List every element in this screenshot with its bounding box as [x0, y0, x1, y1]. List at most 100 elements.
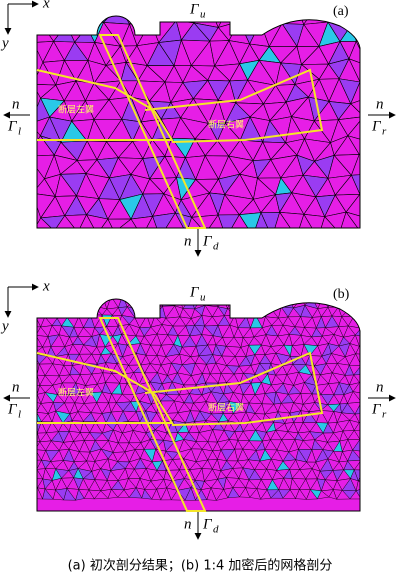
boundary-symbol: Γ — [202, 233, 213, 249]
mesh-cell — [136, 21, 160, 47]
mesh-cell — [358, 299, 360, 309]
mesh-cell — [61, 286, 75, 296]
mesh-cell — [374, 4, 394, 25]
mesh-cell — [152, 287, 163, 298]
mesh-cell — [37, 394, 42, 404]
mesh-cell — [49, 16, 77, 26]
mesh-cell — [37, 307, 46, 319]
mesh-cell — [224, 288, 232, 298]
mesh-cell — [169, 286, 178, 297]
mesh-cell — [369, 363, 381, 375]
mesh-cell — [368, 39, 390, 65]
mesh-cell — [185, 216, 207, 228]
mesh-cell — [359, 429, 360, 440]
mesh-cell — [52, 299, 65, 309]
mesh-cell — [367, 420, 376, 433]
mesh-cell — [359, 336, 360, 348]
mesh-cell — [371, 335, 381, 347]
mesh-cell — [355, 24, 360, 42]
mesh-cell — [268, 16, 298, 25]
mesh-cell — [37, 317, 42, 328]
mesh-cell — [238, 16, 261, 23]
mesh-cell — [369, 449, 381, 460]
mesh-cell — [395, 141, 400, 156]
mesh-cell — [149, 16, 177, 23]
mesh-cell — [375, 432, 388, 441]
mesh-cell — [271, 299, 284, 300]
mesh-cell — [84, 299, 95, 307]
mesh-cell — [234, 307, 247, 317]
domain-outline — [36, 15, 361, 229]
mesh-cell — [37, 449, 42, 461]
mesh-cell — [367, 193, 396, 218]
mesh-cell — [259, 16, 283, 24]
domain-outline — [36, 298, 361, 512]
mesh-cell — [374, 174, 394, 193]
wing-label: 断层左翼 — [58, 387, 94, 399]
boundary-sub: r — [382, 409, 387, 421]
mesh-cell — [107, 287, 116, 296]
mesh-cell — [71, 299, 85, 309]
boundary-sub: l — [18, 409, 21, 421]
axis-label: y — [0, 318, 9, 334]
mesh-cell — [228, 20, 251, 45]
mesh-cell — [146, 305, 156, 317]
fault-band — [98, 34, 207, 229]
mesh-cell — [361, 394, 372, 404]
mesh-cell — [377, 479, 386, 491]
mesh-cell — [385, 3, 400, 24]
axis-label: x — [42, 278, 50, 294]
mesh-cell — [122, 288, 136, 298]
mesh-cell — [378, 315, 386, 325]
mesh-cell — [217, 16, 240, 28]
mesh-cell — [371, 440, 380, 449]
mesh-cell — [141, 488, 153, 500]
mesh-cell — [372, 469, 382, 479]
normal-label: n — [184, 233, 192, 249]
mesh-cell — [80, 289, 90, 298]
mesh-cell — [243, 299, 257, 307]
mesh-cell — [249, 488, 261, 500]
mesh-cell — [379, 177, 400, 198]
mesh-cell — [367, 355, 376, 363]
mesh-cell — [71, 305, 85, 318]
mesh-cell — [349, 490, 360, 500]
mesh-cell — [232, 289, 244, 298]
mesh-cell — [384, 64, 400, 85]
mesh-cell — [139, 299, 152, 300]
boundary-symbol: Γ — [371, 118, 382, 134]
mesh-cell — [311, 286, 322, 298]
mesh-cell — [378, 441, 385, 450]
mesh-cell — [283, 299, 294, 300]
mesh-cell — [366, 449, 378, 460]
mesh-cell — [52, 489, 65, 501]
right-wing — [144, 68, 324, 143]
mesh-cell — [390, 97, 400, 116]
boundary-sub: d — [213, 241, 219, 253]
mesh-cell — [390, 41, 400, 64]
mesh-cell — [366, 487, 377, 499]
mesh-cell — [75, 488, 85, 501]
mesh-cell — [75, 16, 96, 28]
mesh-cell — [174, 286, 182, 297]
mesh-cell — [225, 214, 254, 228]
caption: (a) 初次剖分结果；(b) 1:4 加密后的网格剖分 — [68, 558, 333, 574]
mesh-cell — [379, 193, 400, 212]
mesh-cell — [355, 288, 367, 298]
normal-label: n — [184, 516, 192, 532]
mesh-cell — [107, 488, 119, 499]
mesh-cell — [351, 288, 360, 296]
mesh-cell — [255, 307, 266, 317]
mesh-cell — [239, 306, 251, 317]
mesh-cell — [231, 299, 245, 309]
wing-label: 断层右翼 — [208, 119, 244, 131]
mesh-cell — [78, 305, 91, 318]
mesh-cell — [365, 335, 377, 347]
mesh-cell — [361, 327, 371, 337]
mesh-cell — [75, 289, 87, 296]
mesh-cell — [317, 216, 341, 228]
mesh-cell — [246, 306, 256, 317]
boundary-symbol: Γ — [7, 118, 18, 134]
mesh-cell — [84, 305, 95, 316]
